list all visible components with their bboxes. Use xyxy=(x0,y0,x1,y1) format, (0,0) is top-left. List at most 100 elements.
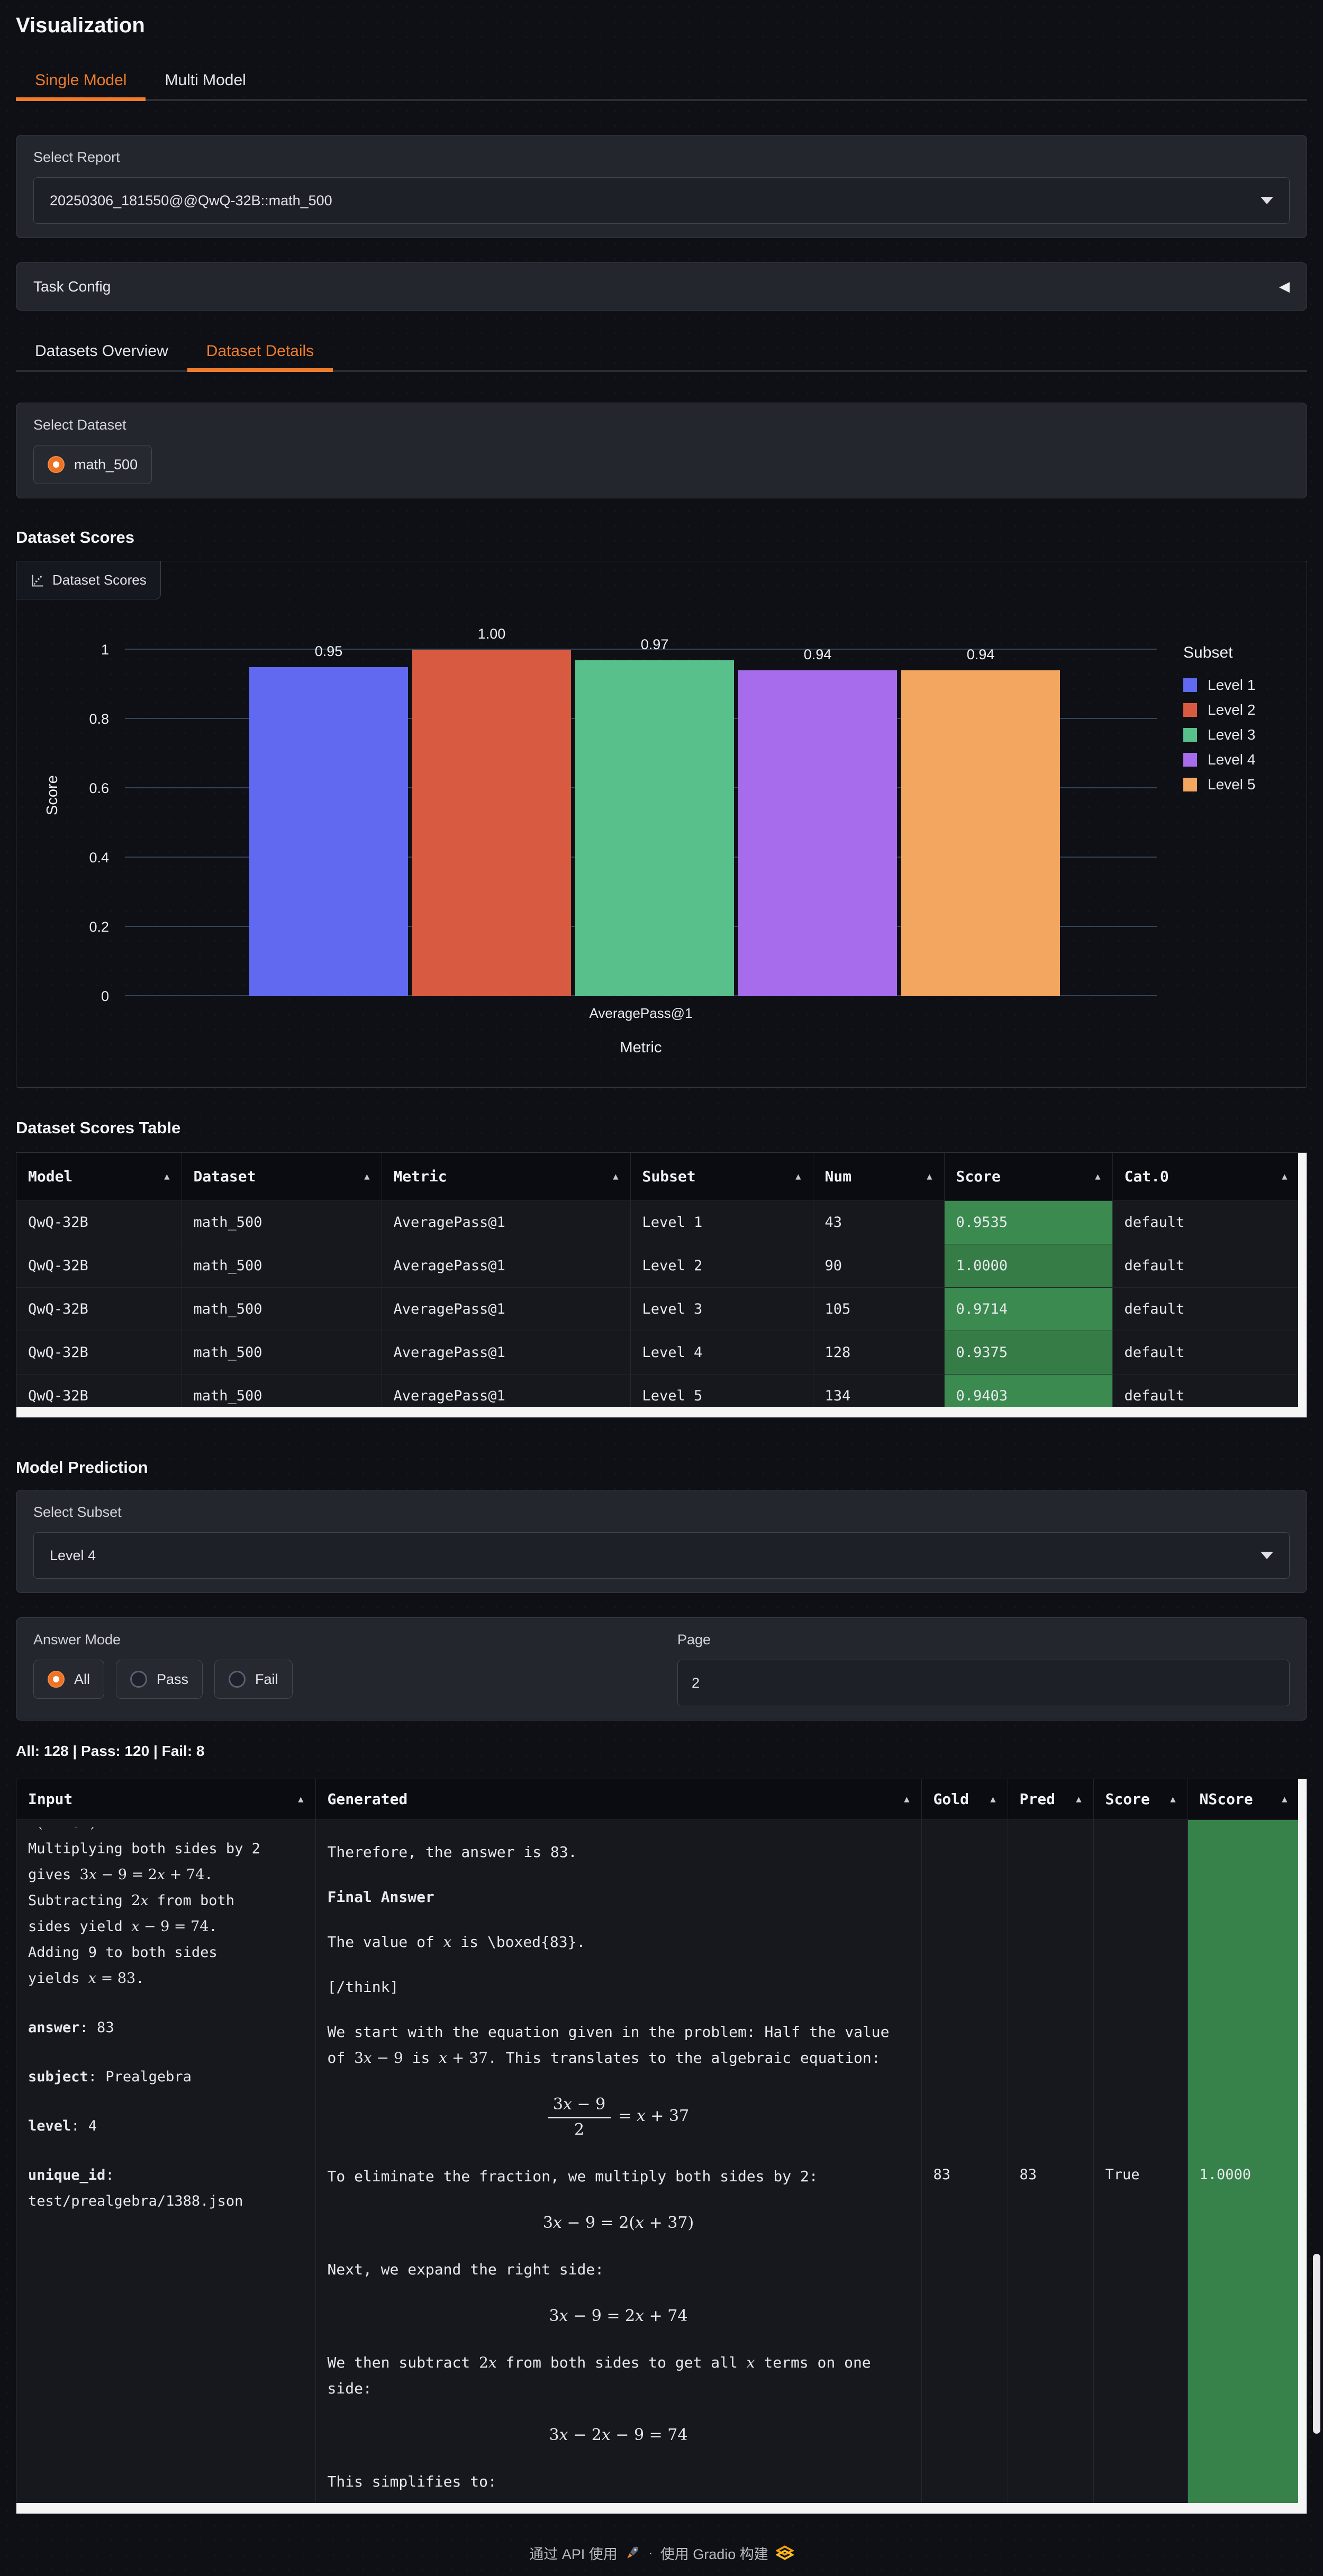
answer-mode-radio-all[interactable]: All xyxy=(33,1660,105,1699)
use-via-api-link[interactable]: 通过 API 使用 xyxy=(529,2546,618,2562)
legend-item-level-3[interactable]: Level 3 xyxy=(1183,726,1255,743)
bar-level-4: 0.94 xyxy=(738,647,897,996)
column-header-subset[interactable]: Subset ▲ xyxy=(630,1153,813,1200)
vertical-scrollbar[interactable] xyxy=(1298,1153,1307,1417)
answer-mode-page-block: Answer Mode All Pass Fail Page xyxy=(16,1617,1307,1721)
tab-datasets-overview[interactable]: Datasets Overview xyxy=(35,342,168,360)
sort-icon[interactable]: ▲ xyxy=(795,1171,801,1182)
cell-gold: 83 xyxy=(921,1819,1008,2514)
column-header-dataset[interactable]: Dataset ▲ xyxy=(182,1153,382,1200)
bar-fill xyxy=(901,670,1060,996)
answer-mode-radio-pass[interactable]: Pass xyxy=(116,1660,203,1699)
y-axis-tick-label: 0.6 xyxy=(89,780,109,796)
radio-label: Fail xyxy=(255,1671,278,1687)
sort-icon[interactable]: ▲ xyxy=(164,1171,170,1182)
dataset-tabs: Datasets Overview Dataset Details xyxy=(16,333,1307,372)
cell-model: QwQ-32B xyxy=(16,1243,182,1287)
generated-paragraph: Next, we expand the right side: xyxy=(327,2260,604,2278)
page-label: Page xyxy=(677,1632,711,1647)
cell-dataset: math_500 xyxy=(182,1287,382,1331)
generated-paragraph: This simplifies to: xyxy=(327,2472,497,2490)
column-header-score[interactable]: Score ▲ xyxy=(944,1153,1113,1200)
sort-icon[interactable]: ▲ xyxy=(1170,1794,1176,1805)
sort-icon[interactable]: ▲ xyxy=(1076,1794,1082,1805)
generated-equation: 3x − 9 2 = x + 37 xyxy=(328,2095,910,2139)
legend-swatch-icon xyxy=(1183,678,1197,692)
input-line: Adding 9 to both sides xyxy=(28,1944,218,1961)
cell-score: True xyxy=(1093,1819,1188,2514)
radio-selected-icon xyxy=(48,1671,65,1688)
cell-model: QwQ-32B xyxy=(16,1200,182,1244)
sort-icon[interactable]: ▲ xyxy=(364,1171,370,1182)
cell-subset: Level 3 xyxy=(630,1287,813,1331)
y-axis-tick-label: 1 xyxy=(101,642,109,658)
select-report-block: Select Report 20250306_181550@@QwQ-32B::… xyxy=(16,135,1307,238)
bar-value-label: 0.94 xyxy=(966,647,995,662)
tab-multi-model[interactable]: Multi Model xyxy=(165,71,246,89)
chevron-down-icon xyxy=(1261,1552,1273,1559)
sort-icon[interactable]: ▲ xyxy=(298,1794,304,1805)
vertical-scrollbar[interactable] xyxy=(1298,1779,1307,2514)
sort-icon[interactable]: ▲ xyxy=(990,1794,996,1805)
pass-fail-stats: All: 128 | Pass: 120 | Fail: 8 xyxy=(16,1743,205,1759)
page-scrollbar-thumb[interactable] xyxy=(1313,2254,1320,2434)
tab-single-model[interactable]: Single Model xyxy=(16,62,146,101)
input-line: Subtracting 2x from both xyxy=(28,1892,235,1909)
prediction-table: Input ▲ Generated ▲ Gold ▲ Pred ▲ Score ▲ NScore ▲ … xyxy=(16,1779,1300,2514)
cell-score: 0.9535 xyxy=(944,1200,1113,1244)
column-header-cat-0[interactable]: Cat.0 ▲ xyxy=(1112,1153,1300,1200)
sort-icon[interactable]: ▲ xyxy=(1095,1171,1101,1182)
input-line: unique_id: xyxy=(28,2167,114,2183)
legend-item-level-5[interactable]: Level 5 xyxy=(1183,776,1255,793)
chart-tab-button[interactable]: Dataset Scores xyxy=(16,561,161,599)
table-row: QwQ-32B math_500 AveragePass@1 Level 3 105 0.… xyxy=(16,1287,1300,1331)
legend-item-level-1[interactable]: Level 1 xyxy=(1183,677,1255,694)
subset-dropdown[interactable]: Level 4 xyxy=(33,1532,1290,1579)
bar-value-label: 0.95 xyxy=(314,643,343,659)
select-subset-block: Select Subset Level 4 xyxy=(16,1490,1307,1593)
cell-dataset: math_500 xyxy=(182,1200,382,1244)
cell-metric: AveragePass@1 xyxy=(382,1200,631,1244)
column-header-model[interactable]: Model ▲ xyxy=(16,1153,182,1200)
bar-level-1: 0.95 xyxy=(249,643,408,996)
column-header-input[interactable]: Input ▲ xyxy=(16,1779,316,1819)
column-header-num[interactable]: Num ▲ xyxy=(813,1153,945,1200)
legend-item-level-2[interactable]: Level 2 xyxy=(1183,702,1255,718)
generated-equation: 3x − 2x − 9 = 74 xyxy=(549,2425,688,2444)
answer-mode-radio-fail[interactable]: Fail xyxy=(214,1660,293,1699)
column-header-metric[interactable]: Metric ▲ xyxy=(382,1153,631,1200)
sort-icon[interactable]: ▲ xyxy=(904,1794,910,1805)
page-title: Visualization xyxy=(16,14,145,37)
column-header-generated[interactable]: Generated ▲ xyxy=(315,1779,922,1819)
sort-icon[interactable]: ▲ xyxy=(613,1171,619,1182)
column-header-pred[interactable]: Pred ▲ xyxy=(1008,1779,1094,1819)
sort-icon[interactable]: ▲ xyxy=(1282,1794,1288,1805)
legend-item-level-4[interactable]: Level 4 xyxy=(1183,751,1255,768)
dataset-radio-math-500[interactable]: math_500 xyxy=(33,445,152,484)
report-dropdown[interactable]: 20250306_181550@@QwQ-32B::math_500 xyxy=(33,177,1290,224)
built-with-gradio-link[interactable]: 使用 Gradio 构建 xyxy=(660,2546,768,2562)
x-axis-tick-label: AveragePass@1 xyxy=(589,1005,693,1021)
cell-cat-0: default xyxy=(1112,1243,1300,1287)
horizontal-scrollbar[interactable] xyxy=(16,2502,1307,2514)
legend-swatch-icon xyxy=(1183,703,1197,717)
column-header-nscore[interactable]: NScore ▲ xyxy=(1188,1779,1300,1819)
page-input[interactable] xyxy=(677,1660,1290,1706)
tab-dataset-details[interactable]: Dataset Details xyxy=(187,333,333,372)
legend-swatch-icon xyxy=(1183,753,1197,767)
column-header-score[interactable]: Score ▲ xyxy=(1093,1779,1188,1819)
x-axis-title: Metric xyxy=(620,1039,662,1056)
generated-paragraph: The value of x is \boxed{83}. xyxy=(327,1933,586,1951)
legend-swatch-icon xyxy=(1183,728,1197,742)
y-axis-tick-label: 0.8 xyxy=(89,711,109,727)
sort-icon[interactable]: ▲ xyxy=(927,1171,932,1182)
horizontal-scrollbar[interactable] xyxy=(16,1407,1307,1417)
cell-generated: Therefore, the answer is 83. Final Answer… xyxy=(315,1819,922,2514)
sort-icon[interactable]: ▲ xyxy=(1282,1171,1288,1182)
gradio-logo-icon xyxy=(775,2545,794,2560)
column-header-gold[interactable]: Gold ▲ xyxy=(921,1779,1008,1819)
bar-level-2: 1.00 xyxy=(412,626,571,996)
task-config-accordion[interactable]: Task Config ◀ xyxy=(16,262,1307,311)
dataset-scores-table: Model ▲ Dataset ▲ Metric ▲ Subset ▲ Num ▲ Score ▲ Ca… xyxy=(16,1153,1300,1417)
